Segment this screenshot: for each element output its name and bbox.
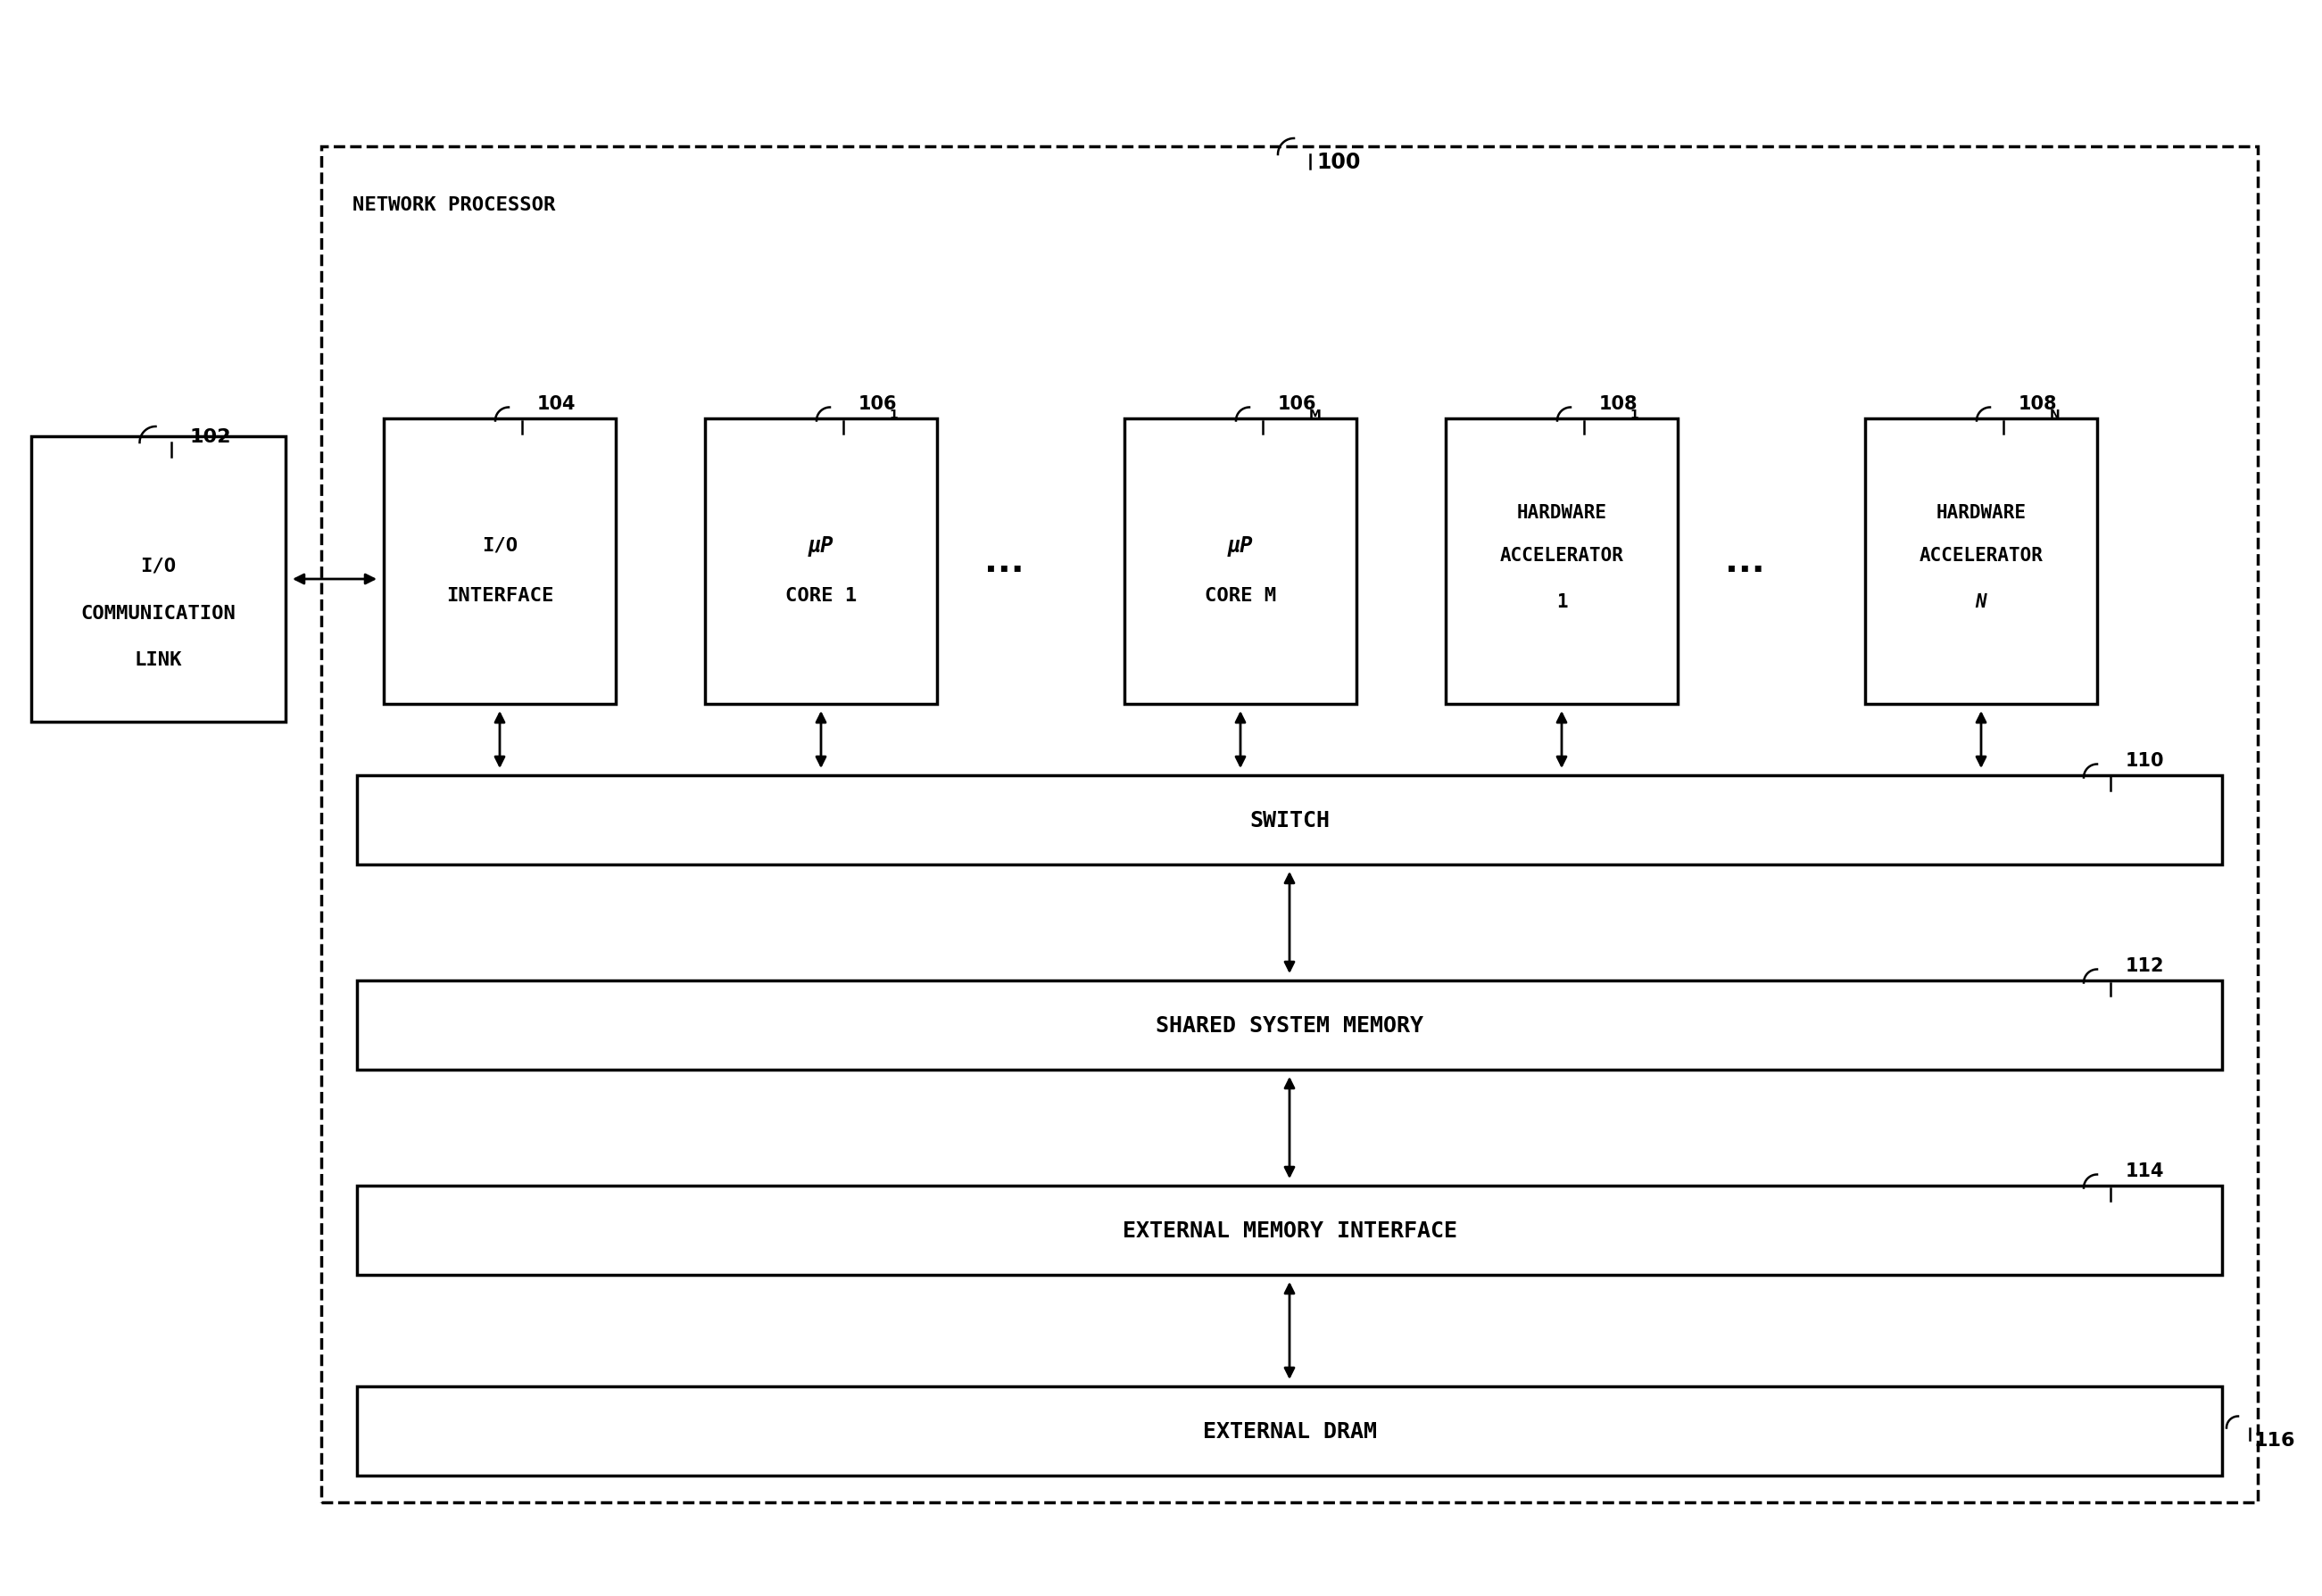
Text: CORE M: CORE M (1205, 587, 1277, 605)
Text: HARDWARE: HARDWARE (1516, 504, 1607, 522)
Text: I/O: I/O (142, 557, 176, 575)
Text: 108: 108 (2018, 394, 2057, 413)
FancyBboxPatch shape (1865, 420, 2097, 704)
Text: CORE 1: CORE 1 (785, 587, 857, 605)
FancyBboxPatch shape (358, 982, 2222, 1069)
FancyBboxPatch shape (358, 1186, 2222, 1275)
FancyBboxPatch shape (30, 437, 286, 723)
Text: 116: 116 (2252, 1432, 2294, 1449)
Text: SHARED SYSTEM MEMORY: SHARED SYSTEM MEMORY (1156, 1015, 1423, 1036)
FancyBboxPatch shape (358, 1387, 2222, 1476)
Text: 106: 106 (1277, 394, 1317, 413)
Text: EXTERNAL MEMORY INTERFACE: EXTERNAL MEMORY INTERFACE (1122, 1219, 1456, 1242)
Text: 100: 100 (1317, 152, 1361, 172)
Text: COMMUNICATION: COMMUNICATION (81, 605, 237, 622)
Bar (320, 147, 2257, 1502)
Text: I/O: I/O (483, 536, 518, 554)
FancyBboxPatch shape (383, 420, 615, 704)
Text: LINK: LINK (135, 651, 181, 669)
Text: EXTERNAL DRAM: EXTERNAL DRAM (1203, 1420, 1377, 1441)
Text: N: N (1976, 594, 1988, 611)
Text: 1: 1 (889, 409, 899, 421)
Text: μP: μP (808, 535, 834, 557)
Text: 114: 114 (2125, 1162, 2164, 1179)
Text: 102: 102 (190, 428, 232, 445)
Text: INTERFACE: INTERFACE (446, 587, 553, 605)
Text: ...: ... (1725, 544, 1765, 579)
Text: HARDWARE: HARDWARE (1937, 504, 2027, 522)
Text: 104: 104 (536, 394, 576, 413)
Text: NETWORK PROCESSOR: NETWORK PROCESSOR (353, 196, 555, 214)
Text: 106: 106 (859, 394, 896, 413)
FancyBboxPatch shape (1447, 420, 1679, 704)
FancyBboxPatch shape (706, 420, 938, 704)
Text: 110: 110 (2125, 752, 2164, 769)
FancyBboxPatch shape (1124, 420, 1356, 704)
Text: 112: 112 (2125, 956, 2164, 975)
Text: μP: μP (1228, 535, 1254, 557)
FancyBboxPatch shape (358, 776, 2222, 865)
Text: ACCELERATOR: ACCELERATOR (1920, 546, 2043, 565)
Text: 108: 108 (1600, 394, 1637, 413)
Text: 1: 1 (1630, 409, 1639, 421)
Text: M: M (1310, 409, 1321, 421)
Text: SWITCH: SWITCH (1249, 809, 1331, 832)
Text: ...: ... (985, 544, 1024, 579)
Text: N: N (2050, 409, 2060, 421)
Text: ACCELERATOR: ACCELERATOR (1500, 546, 1623, 565)
Text: 1: 1 (1556, 594, 1567, 611)
